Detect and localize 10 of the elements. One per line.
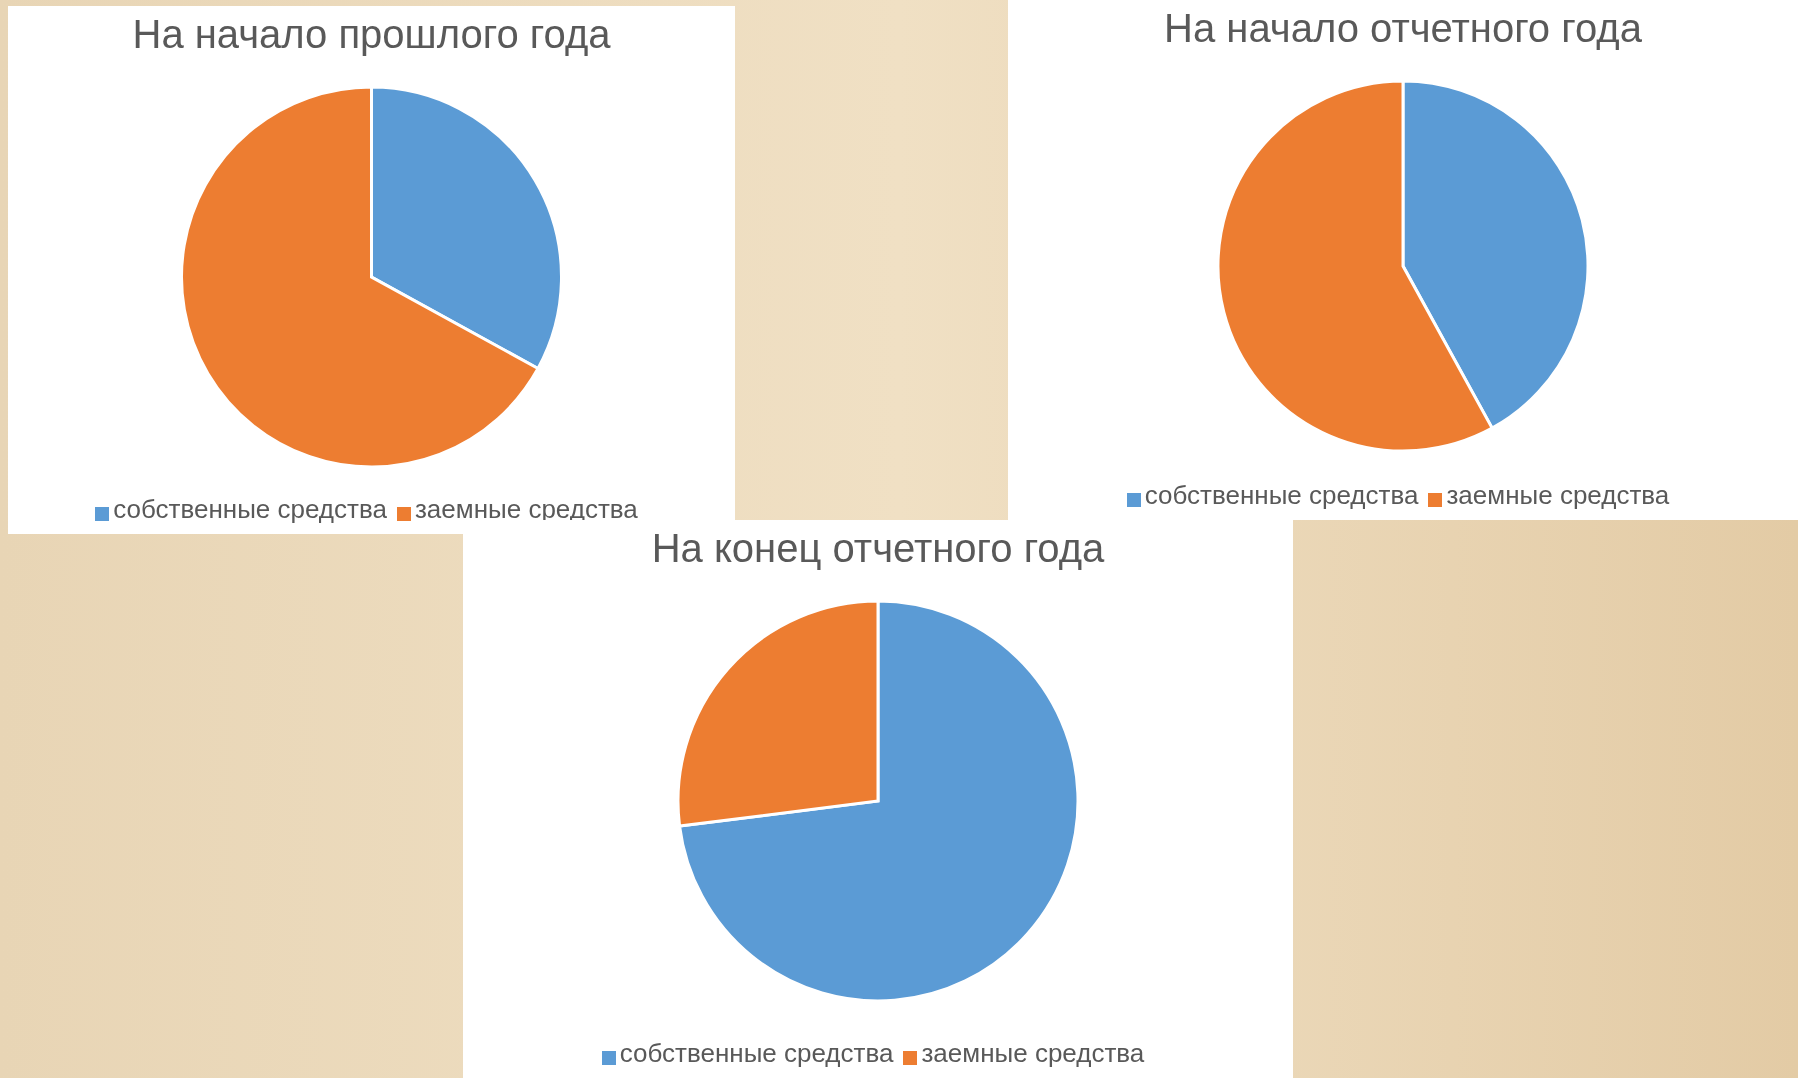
legend-label: заемные средства [921,1038,1145,1068]
chart-title: На конец отчетного года [651,526,1105,570]
chart-title: На начало прошлого года [131,11,612,58]
pie-slice [678,599,1080,1003]
legend-label: заемные средства [414,494,638,524]
legend-label: заемные средства [1446,480,1670,510]
legend-label: собственные средства [113,494,387,524]
chart-title: На начало отчетного года [1163,5,1643,52]
legend-label: собственные средства [619,1038,894,1068]
legend-label: собственные средства [1144,480,1419,510]
